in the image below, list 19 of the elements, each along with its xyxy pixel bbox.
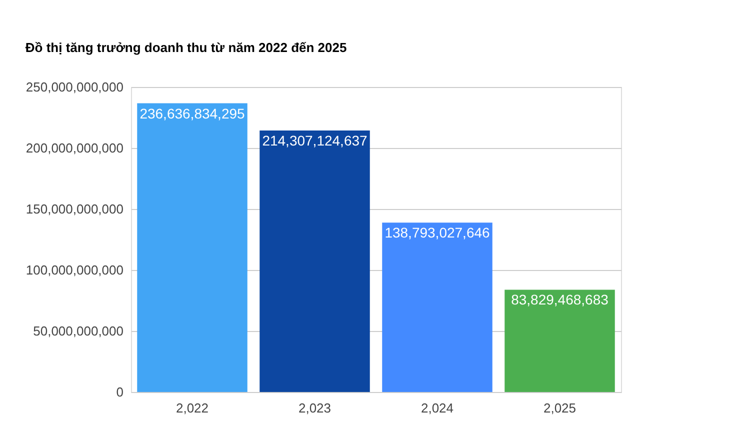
y-tick-label: 250,000,000,000: [26, 80, 124, 94]
y-tick-label: 150,000,000,000: [26, 202, 124, 216]
data-label: 236,636,834,295: [140, 105, 246, 122]
data-label: 138,793,027,646: [384, 224, 490, 241]
bar: [504, 290, 615, 392]
x-tick-label: 2,025: [543, 400, 576, 416]
y-tick-label: 200,000,000,000: [26, 140, 124, 156]
chart-title: Đồ thị tăng trưởng doanh thu từ năm 2022 đến 2025: [25, 40, 347, 55]
y-tick-label: 0: [116, 384, 124, 400]
bar: [382, 222, 492, 392]
y-tick-label: 50,000,000,000: [33, 324, 124, 338]
data-label: 214,307,124,637: [262, 132, 368, 149]
x-tick-label: 2,022: [176, 400, 209, 416]
bar: [260, 130, 370, 392]
bar: [137, 103, 248, 392]
y-tick-label: 100,000,000,000: [26, 262, 124, 278]
x-tick-label: 2,024: [420, 400, 454, 416]
x-tick-label: 2,023: [298, 400, 332, 416]
data-label: 83,829,468,683: [511, 292, 609, 308]
